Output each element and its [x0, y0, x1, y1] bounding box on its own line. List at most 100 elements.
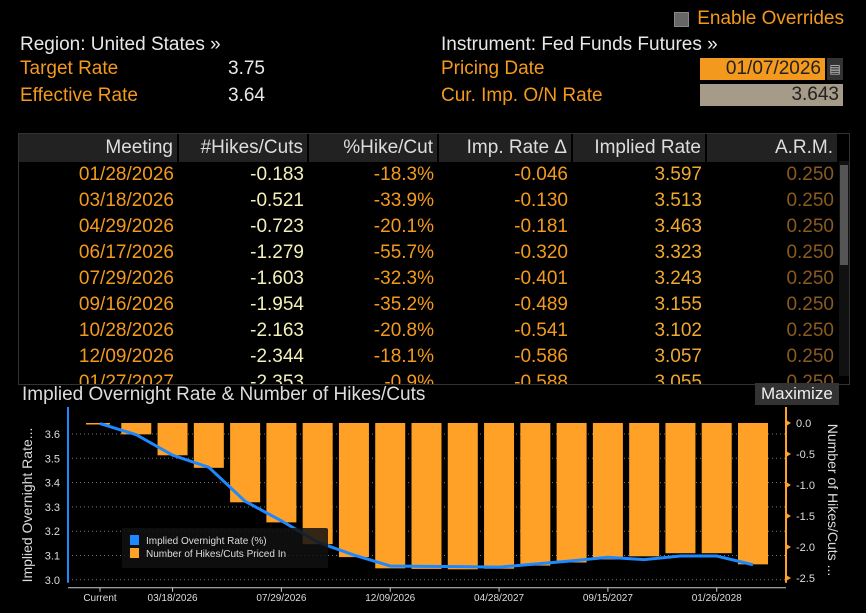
table-cell: -35.2%	[373, 294, 434, 315]
table-cell: -55.7%	[373, 242, 434, 263]
x-tick-label: 01/26/2028	[692, 593, 742, 604]
table-cell: 0.250	[786, 320, 834, 341]
table-cell: -32.3%	[373, 268, 434, 289]
col-meeting[interactable]: Meeting	[19, 134, 179, 162]
legend-swatch	[130, 535, 139, 545]
pricing-date-label: Pricing Date	[441, 58, 545, 79]
left-tick-label: 3.5	[45, 453, 60, 465]
left-tick-label: 3.4	[45, 478, 60, 490]
table-cell: 3.597	[654, 164, 702, 185]
cur-rate-label: Cur. Imp. O/N Rate	[441, 85, 603, 106]
table-cell: -0.489	[514, 294, 568, 315]
table-cell: 3.055	[654, 372, 702, 385]
chart: 3.0 3.1 3.2 3.3 3.4 3.5 3.6 0.0 -0.5 -1.0 -1.5 -2.0…	[19, 407, 841, 604]
cur-rate-input[interactable]: 3.643	[700, 84, 843, 106]
right-tick-label: -2.0	[796, 542, 815, 554]
left-tick-label: 3.6	[45, 429, 60, 441]
table-cell: -1.279	[250, 242, 304, 263]
table-cell: 07/29/2026	[78, 268, 174, 289]
x-tick-label: 12/09/2026	[365, 593, 415, 604]
checkbox-icon[interactable]	[674, 11, 690, 27]
table-row[interactable]: 09/16/2026 -1.954 -35.2% -0.489 3.155 0.250	[19, 292, 838, 318]
maximize-button[interactable]: Maximize	[755, 383, 839, 405]
right-tick	[786, 544, 791, 550]
pricing-date-input[interactable]: 01/07/2026	[700, 58, 825, 80]
col-hikes[interactable]: #Hikes/Cuts	[178, 134, 309, 162]
bar	[193, 423, 224, 468]
table-cell: 0.250	[786, 372, 834, 385]
col-imp-rate-delta[interactable]: Imp. Rate Δ	[438, 134, 573, 162]
table-cell: -0.181	[514, 216, 568, 237]
table-cell: 04/29/2026	[78, 216, 174, 237]
table-cell: 0.250	[786, 294, 834, 315]
left-tick-label: 3.1	[45, 551, 60, 563]
table-cell: -0.130	[514, 190, 568, 211]
table-scrollbar[interactable]	[839, 161, 849, 376]
effective-rate-label: Effective Rate	[20, 85, 138, 106]
scrollbar-thumb[interactable]	[840, 165, 848, 265]
right-tick-label: -0.5	[796, 449, 815, 461]
table-row[interactable]: 04/29/2026 -0.723 -20.1% -0.181 3.463 0.250	[19, 214, 838, 240]
table-cell: -18.3%	[373, 164, 434, 185]
chart-title: Implied Overnight Rate & Number of Hikes…	[22, 384, 426, 405]
table-cell: 3.463	[654, 216, 702, 237]
table-cell: 06/17/2026	[78, 242, 174, 263]
meetings-table: Meeting #Hikes/Cuts %Hike/Cut Imp. Rate …	[18, 133, 850, 385]
table-cell: -0.588	[514, 372, 568, 385]
table-row[interactable]: 12/09/2026 -2.344 -18.1% -0.586 3.057 0.250	[19, 344, 838, 370]
x-tick-label: 04/28/2027	[474, 593, 524, 604]
table-cell: -1.954	[250, 294, 304, 315]
bar	[338, 423, 369, 558]
col-arm[interactable]: A.R.M.	[706, 134, 839, 162]
target-rate-label: Target Rate	[20, 58, 119, 79]
table-cell: 12/09/2026	[78, 346, 174, 367]
table-row[interactable]: 03/18/2026 -0.521 -33.9% -0.130 3.513 0.250	[19, 188, 838, 214]
table-cell: 01/27/2027	[78, 372, 174, 385]
bar	[484, 423, 515, 569]
calendar-icon[interactable]: ▤	[827, 58, 843, 80]
table-cell: 01/28/2026	[78, 164, 174, 185]
right-tick	[786, 482, 791, 488]
bar	[447, 423, 478, 570]
bar	[629, 423, 660, 557]
x-tick-label: 03/18/2026	[148, 593, 198, 604]
bar	[738, 423, 768, 565]
table-row[interactable]: 06/17/2026 -1.279 -55.7% -0.320 3.323 0.250	[19, 240, 838, 266]
table-cell: 09/16/2026	[78, 294, 174, 315]
table-cell: 0.250	[786, 164, 834, 185]
enable-overrides-label: Enable Overrides	[697, 8, 844, 29]
table-cell: -0.586	[514, 346, 568, 367]
table-cell: 3.102	[654, 320, 702, 341]
table-cell: -0.320	[514, 242, 568, 263]
table-cell: -2.163	[250, 320, 304, 341]
bar	[556, 423, 587, 563]
bar	[230, 423, 261, 503]
table-row[interactable]: 01/27/2027 -2.353 -0.9% -0.588 3.055 0.250	[19, 370, 838, 385]
right-tick	[786, 575, 791, 581]
table-row[interactable]: 07/29/2026 -1.603 -32.3% -0.401 3.243 0.250	[19, 266, 838, 292]
right-tick	[786, 451, 791, 457]
table-cell: -20.8%	[373, 320, 434, 341]
table-row[interactable]: 01/28/2026 -0.183 -18.3% -0.046 3.597 0.250	[19, 162, 838, 188]
legend	[122, 528, 328, 568]
table-cell: -33.9%	[373, 190, 434, 211]
bar	[266, 423, 297, 523]
instrument-link[interactable]: Instrument: Fed Funds Futures »	[441, 34, 718, 55]
table-header: Meeting #Hikes/Cuts %Hike/Cut Imp. Rate …	[19, 134, 839, 162]
effective-rate-value: 3.64	[228, 85, 265, 106]
table-row[interactable]: 10/28/2026 -2.163 -20.8% -0.541 3.102 0.250	[19, 318, 838, 344]
table-cell: -0.541	[514, 320, 568, 341]
enable-overrides-checkbox[interactable]: Enable Overrides	[674, 8, 844, 30]
right-axis-label: Number of Hikes/Cuts ...	[825, 424, 841, 577]
right-tick-label: -1.0	[796, 480, 815, 492]
col-pct[interactable]: %Hike/Cut	[308, 134, 439, 162]
table-cell: 0.250	[786, 346, 834, 367]
legend-label: Number of Hikes/Cuts Priced In	[146, 549, 286, 560]
table-cell: -0.9%	[384, 372, 434, 385]
right-tick-label: -1.5	[796, 511, 815, 523]
table-cell: -20.1%	[373, 216, 434, 237]
table-cell: 3.513	[654, 190, 702, 211]
left-tick-label: 3.2	[45, 526, 60, 538]
col-implied-rate[interactable]: Implied Rate	[572, 134, 707, 162]
region-link[interactable]: Region: United States »	[20, 34, 221, 55]
